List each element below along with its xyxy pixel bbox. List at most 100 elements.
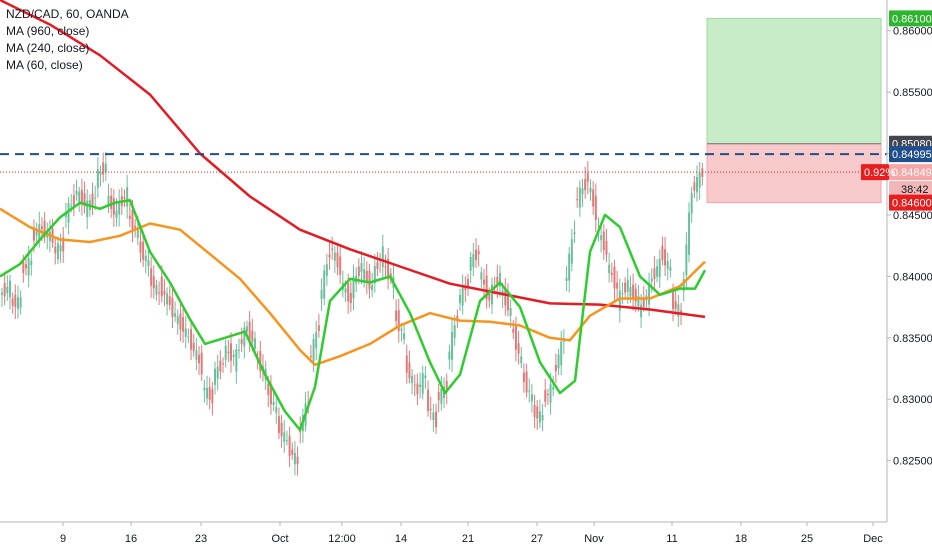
- candle-body: [104, 163, 107, 173]
- candle-body: [16, 297, 19, 310]
- indicator-ma-60[interactable]: MA (60, close): [6, 58, 83, 72]
- candle-body: [240, 339, 243, 345]
- candle-body: [35, 231, 38, 236]
- indicator-ma-960[interactable]: MA (960, close): [6, 24, 90, 38]
- candle-body: [554, 364, 557, 372]
- candle-body: [618, 290, 621, 311]
- candle-body: [490, 284, 493, 305]
- candle-body: [672, 291, 675, 310]
- candle-body: [477, 250, 480, 255]
- candle-body: [96, 169, 99, 188]
- candle-body: [578, 187, 581, 208]
- candle-body: [485, 275, 488, 300]
- candle-body: [112, 198, 115, 215]
- candle-body: [43, 221, 46, 238]
- candle-body: [14, 294, 17, 307]
- candle-body: [320, 289, 323, 299]
- candle-body: [632, 284, 635, 299]
- candle-body: [253, 338, 256, 349]
- candle-body: [661, 246, 664, 260]
- candle-body: [163, 290, 166, 295]
- candle-body: [459, 294, 462, 304]
- candle-body: [690, 193, 693, 214]
- candle-body: [600, 235, 603, 241]
- candle-body: [576, 199, 579, 201]
- tag-countdown-bg: [889, 181, 932, 198]
- candle-body: [608, 264, 611, 274]
- candle-body: [293, 452, 296, 465]
- candle-body: [408, 362, 411, 379]
- candle-body: [339, 256, 342, 275]
- candle-body: [546, 393, 549, 395]
- candle-body: [467, 279, 470, 288]
- candle-body: [560, 341, 563, 366]
- candle-body: [474, 249, 477, 260]
- candle-body: [99, 172, 102, 175]
- tag-target: 0.86100: [892, 13, 932, 25]
- candle-body: [176, 316, 179, 324]
- candle-body: [182, 317, 185, 332]
- loss-zone: [706, 143, 882, 204]
- candle-body: [376, 262, 379, 269]
- candle-body: [139, 241, 142, 253]
- candle-body: [448, 351, 451, 360]
- candle-body: [536, 406, 539, 419]
- candle-body: [134, 225, 137, 228]
- candle-body: [371, 284, 374, 291]
- candle-body: [685, 244, 688, 276]
- symbol-title[interactable]: NZD/CAD, 60, OANDA: [6, 7, 129, 21]
- candle-body: [24, 264, 27, 269]
- candle-body: [3, 282, 6, 297]
- candle-body: [530, 394, 533, 402]
- x-tick-label: 27: [531, 533, 543, 545]
- tag-countdown: 38:42: [901, 184, 929, 196]
- candle-body: [344, 288, 347, 293]
- candle-body: [331, 248, 334, 250]
- candle-body: [171, 298, 174, 318]
- candle-body: [277, 416, 280, 433]
- candle-body: [413, 384, 416, 386]
- x-tick-label: 21: [462, 533, 474, 545]
- candle-body: [411, 375, 414, 384]
- ma-60-line: [0, 198, 707, 432]
- candle-body: [432, 412, 435, 421]
- candle-body: [150, 268, 153, 286]
- candle-body: [285, 440, 288, 442]
- candle-body: [570, 239, 573, 264]
- tag-percent-bg: [861, 164, 889, 181]
- candle-body: [621, 293, 624, 295]
- candle-body: [144, 255, 147, 262]
- candle-body: [658, 258, 661, 278]
- candle-body: [312, 339, 315, 362]
- candle-body: [498, 273, 501, 287]
- candle-body: [291, 449, 294, 455]
- candle-body: [179, 313, 182, 330]
- candle-body: [232, 354, 235, 358]
- candle-body: [538, 411, 541, 423]
- candle-body: [427, 389, 430, 412]
- candle-body: [437, 392, 440, 401]
- candle-body: [272, 401, 275, 405]
- candle-body: [557, 354, 560, 369]
- candle-body: [91, 193, 94, 206]
- candle-body: [648, 282, 651, 305]
- x-tick-label: 23: [195, 533, 207, 545]
- candle-body: [517, 343, 520, 354]
- candle-body: [419, 384, 422, 388]
- candle-body: [349, 292, 352, 303]
- candle-body: [94, 197, 97, 199]
- indicator-ma-240[interactable]: MA (240, close): [6, 41, 90, 55]
- candle-body: [653, 268, 656, 280]
- candle-body: [11, 298, 14, 306]
- candle-body: [59, 245, 62, 252]
- candle-body: [230, 343, 233, 361]
- candle-body: [416, 383, 419, 395]
- candle-body: [219, 360, 222, 372]
- candle-body: [309, 355, 312, 358]
- y-tick-label: 0.84000: [893, 271, 932, 283]
- candle-body: [384, 266, 387, 268]
- candle-body: [365, 270, 368, 282]
- tag-last-price: 0.84849: [892, 167, 932, 179]
- candle-body: [584, 179, 587, 191]
